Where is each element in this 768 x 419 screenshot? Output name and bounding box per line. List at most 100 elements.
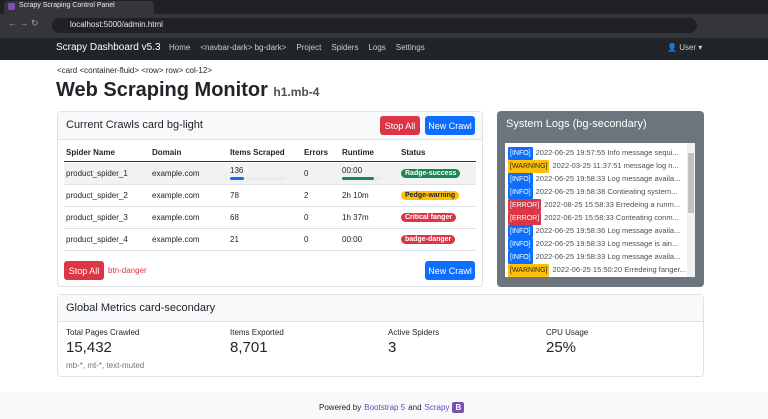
footer-new-button[interactable]: New Crawl [425,261,475,280]
footer-icon: B [452,402,465,413]
log-level: [INFO] [508,251,533,264]
cell: 1h 37m [342,213,369,222]
column-header: Items Scraped [230,148,285,157]
cell: 2 [304,191,309,200]
log-line: [INFO] 2022-06-25 19:58:38 Contieating sy… [508,185,686,199]
log-text: 2022-06-25 19:58:33 Log message availa..… [535,174,681,183]
footer-link[interactable]: Scrapy [424,403,450,412]
metric-value: 25% [546,339,577,356]
footer-link[interactable]: Bootstrap 5 [364,403,406,412]
tab[interactable] [4,1,154,14]
cell: 00:00 [342,166,363,175]
cell: example.com [152,213,200,222]
log-level: [INFO] [508,147,533,160]
heading-title: Web Scraping Monitor [56,79,268,101]
column-header: Domain [152,148,182,157]
footer-text: Powered by Bootstrap 5 and Scrapy B [319,402,465,413]
footer [0,392,768,419]
status-badge: badge-danger [401,235,456,244]
log-level: [WARNING] [508,160,550,173]
cell: product_spider_3 [66,213,128,222]
cell: 0 [304,169,309,178]
cell: example.com [152,191,200,200]
progress-fill [230,177,244,180]
cell: 136 [230,166,244,175]
log-line: [WARNING] 2022-03-25 11:37:51 message log… [508,159,686,173]
log-text: 2022-06-25 19:57:55 Info message sequi..… [535,148,679,157]
log-level: [WARNING] [508,264,550,277]
tab-title: Scrapy Scraping Control Panel [19,2,115,9]
log-line: [INFO] 2022-06-25 19:58:33 Log message av… [508,172,686,186]
crawls-card: Current Crawls card bg-light Stop All Ne… [57,111,483,287]
cell: example.com [152,169,200,178]
metric-label: Active Spiders [388,328,440,337]
stop-all-button[interactable]: Stop All [380,116,420,135]
nav-link[interactable]: Logs [368,43,386,52]
nav-link[interactable]: <navbar-dark> bg-dark> [200,43,287,52]
nav-link[interactable]: Project [296,43,322,52]
metric-value: 8,701 [230,339,268,356]
metrics-card: Global Metrics card-secondary Total Page… [57,294,704,377]
status-badge: Radge-success [401,169,461,178]
table-row [64,207,476,229]
navbar-brand[interactable]: Scrapy Dashboard v5.3 [56,42,161,53]
log-level: [ERROR] [508,199,542,212]
log-line: [INFO] 2022-06-25 19:58:33 Log message av… [508,250,686,264]
metrics-header [58,295,703,322]
log-text: 2022-06-25 19:58:36 Log message availa..… [535,226,681,235]
status-badge: Critical fanger [401,213,457,222]
cell: 2h 10m [342,191,369,200]
log-line: [INFO] 2022-06-25 19:58:33 Log message is… [508,237,686,251]
cell: 78 [230,191,239,200]
metric-label: Items Exported [230,328,284,337]
log-level: [INFO] [508,173,533,186]
cell: product_spider_1 [66,169,128,178]
log-text: 2022-08-25 15:58:33 Erredeing a runm... [544,200,681,209]
metric-label: Total Pages Crawled [66,328,140,337]
breadcrumb: <card <container-fluid> <row> row> col-1… [57,66,212,75]
log-text: 2022-06-25 19:58:33 Log message availa..… [535,252,681,261]
nav-buttons[interactable]: ← → ↻ [8,18,39,28]
scroll-thumb[interactable] [688,153,694,213]
progress-fill [342,177,374,180]
footer-note: btn-danger [108,266,147,275]
cell: 0 [304,213,309,222]
header-rule [64,161,476,162]
metrics-title: Global Metrics card-secondary [66,302,216,314]
page-heading: Web Scraping Monitor h1.mb-4 [56,79,319,102]
cell: example.com [152,235,200,244]
nav-link[interactable]: Spiders [331,43,359,52]
tab-icon [8,3,15,10]
log-line: [INFO] 2022-06-25 19:57:55 Info message s… [508,146,686,160]
address-bar[interactable] [52,18,697,33]
footer-stop-button[interactable]: Stop All [64,261,104,280]
metric-value: 3 [388,339,397,356]
progress-bar [230,177,285,180]
user-label: User [679,43,697,52]
log-level: [INFO] [508,238,533,251]
cell: 21 [230,235,239,244]
log-text: 2022-06-25 15:58:33 Conteating conm... [544,213,679,222]
column-header: Runtime [342,148,374,157]
column-header: Status [401,148,426,157]
metric-label: CPU Usage [546,328,589,337]
cell: 68 [230,213,239,222]
log-text: 2022-06-25 19:58:38 Contieating system..… [535,187,678,196]
nav-link[interactable]: Settings [395,43,425,52]
url: localhost:5000/admin.html [70,20,163,29]
user-menu[interactable]: 👤 User ▾ [667,43,703,52]
table-row [64,185,476,207]
column-header: Spider Name [66,148,115,157]
new-crawl-button[interactable]: New Crawl [425,116,475,135]
metrics-note: mb-*, mt-*, text-muted [66,361,145,370]
cell: product_spider_4 [66,235,128,244]
tab-strip [0,0,768,14]
table-row [64,229,476,251]
log-text: 2022-03-25 11:37:51 message log n... [552,161,679,170]
status-badge: Pedge-warning [401,191,460,200]
card-title: Current Crawls card bg-light [66,119,203,131]
log-level: [INFO] [508,225,533,238]
navbar [0,38,768,60]
nav-link[interactable]: Home [169,43,191,52]
